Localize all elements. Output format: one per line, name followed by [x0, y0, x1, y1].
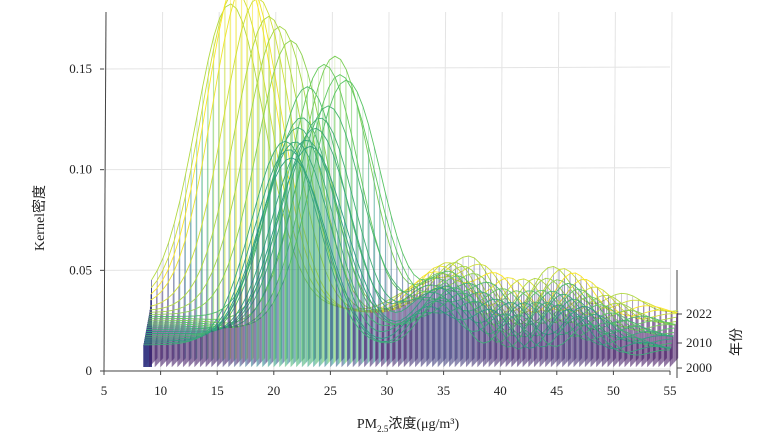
- x-tick-label: 50: [607, 383, 620, 398]
- y-tick-label: 0.10: [69, 162, 92, 177]
- x-tick-label: 55: [664, 383, 677, 398]
- density-curve-2000: [143, 140, 671, 356]
- density-curve-2004: [145, 126, 672, 348]
- y-gridline: [103, 167, 671, 171]
- z-axis-title: 年份: [729, 328, 745, 356]
- x-tick-label: 25: [324, 383, 337, 398]
- y-tick-label: 0.15: [69, 61, 92, 76]
- y-axis-title: Kernel密度: [31, 185, 48, 251]
- x-gridline: [499, 11, 503, 372]
- x-tick-label: 20: [267, 383, 280, 398]
- tick-labels: 5 10 15 20 25 30 35 40 45 50 55 0 0.05 0.10 0.15 2000 20…: [69, 61, 712, 398]
- y-gridline: [103, 66, 671, 70]
- surface: [143, 0, 679, 367]
- x-tick-label: 5: [101, 383, 108, 398]
- x-axis-title: PM2.5浓度(μg/m³): [357, 416, 460, 434]
- density-curve-2016: [149, 39, 676, 326]
- x-tick-label: 10: [154, 383, 167, 398]
- y-axis-line: [103, 11, 107, 372]
- x-tick-label: 15: [211, 383, 224, 398]
- y-tick-label: 0.05: [69, 262, 92, 277]
- x-tick-label: 40: [494, 383, 507, 398]
- density-curve-2002: [144, 157, 671, 350]
- y-tick-label: 0: [86, 363, 93, 378]
- density-curve-2023: [151, 3, 679, 312]
- z-tick-label: 2022: [686, 306, 712, 321]
- z-tick-label: 2000: [686, 360, 712, 375]
- x-tick-label: 30: [381, 383, 394, 398]
- density-curve-2001: [144, 149, 671, 353]
- density-curve-2003: [144, 141, 672, 350]
- density-curve-2007: [146, 145, 673, 342]
- x-tick-label: 35: [437, 383, 450, 398]
- x-gridline: [160, 11, 164, 372]
- z-tick-label: 2010: [686, 335, 712, 350]
- x-tick-label: 45: [550, 383, 563, 398]
